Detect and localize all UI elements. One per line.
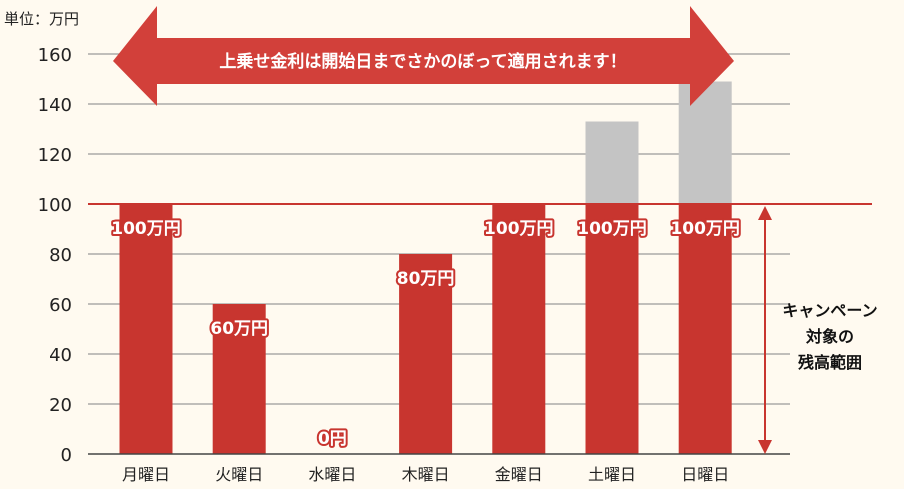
range-arrow-head-top xyxy=(758,206,772,220)
data-label-5: 100万円 xyxy=(577,219,647,239)
x-tick-label-6: 日曜日 xyxy=(681,465,729,484)
range-text-line-2: 残高範囲 xyxy=(798,353,862,372)
data-label-2: 0円 xyxy=(318,429,347,449)
y-tick-label-0: 0 xyxy=(61,445,72,466)
range-text-line-1: 対象の xyxy=(805,327,854,346)
y-tick-label-20: 20 xyxy=(49,395,72,416)
x-tick-label-5: 土曜日 xyxy=(588,465,636,484)
bar-6 xyxy=(678,204,732,454)
range-text-line-0: キャンペーン xyxy=(782,301,877,320)
banner-text: 上乗せ金利は開始日までさかのぼって適用されます！ xyxy=(219,51,626,72)
x-tick-label-3: 木曜日 xyxy=(402,465,450,484)
bar-4 xyxy=(492,204,546,454)
y-tick-label-60: 60 xyxy=(49,295,72,316)
bar-over-5 xyxy=(585,121,639,204)
bar-1 xyxy=(212,304,266,454)
x-tick-label-1: 火曜日 xyxy=(215,465,263,484)
unit-label: 単位：万円 xyxy=(4,10,79,28)
range-arrow-head-bottom xyxy=(758,440,772,454)
bar-3 xyxy=(399,254,453,454)
data-label-0: 100万円 xyxy=(111,219,181,239)
y-tick-label-120: 120 xyxy=(38,145,72,166)
data-label-3: 80万円 xyxy=(397,269,455,289)
x-tick-label-0: 月曜日 xyxy=(122,465,170,484)
bar-5 xyxy=(585,204,639,454)
x-tick-label-4: 金曜日 xyxy=(495,465,543,484)
y-tick-label-140: 140 xyxy=(38,95,72,116)
bars xyxy=(119,81,732,454)
axes xyxy=(88,203,872,455)
data-label-4: 100万円 xyxy=(484,219,554,239)
x-tick-label-2: 水曜日 xyxy=(308,465,356,484)
y-tick-label-80: 80 xyxy=(49,245,72,266)
y-tick-label-160: 160 xyxy=(38,45,72,66)
banner: 上乗せ金利は開始日までさかのぼって適用されます！ xyxy=(113,6,734,106)
data-label-1: 60万円 xyxy=(210,319,268,339)
banner-arrow xyxy=(113,6,734,106)
bar-over-6 xyxy=(678,81,732,204)
y-tick-label-40: 40 xyxy=(49,345,72,366)
data-label-6: 100万円 xyxy=(670,219,740,239)
y-tick-label-100: 100 xyxy=(38,195,72,216)
bar-0 xyxy=(119,204,173,454)
